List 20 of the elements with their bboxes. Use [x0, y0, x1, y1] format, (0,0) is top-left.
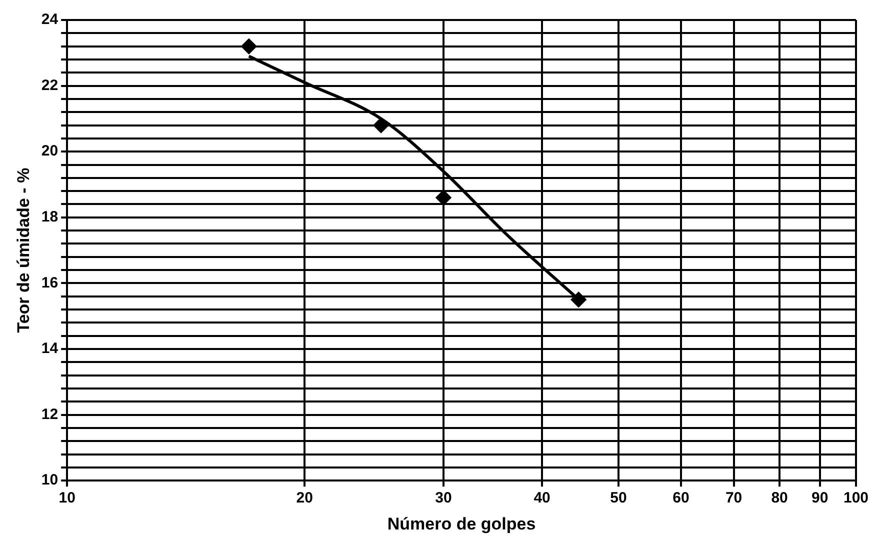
- x-tick-label: 10: [58, 490, 76, 507]
- x-tick-label: 80: [771, 490, 788, 507]
- x-tick-label: 100: [843, 490, 869, 507]
- x-axis-title: Número de golpes: [387, 514, 536, 534]
- x-tick-label: 50: [610, 490, 627, 507]
- y-tick-label: 18: [41, 208, 58, 226]
- x-tick-label: 90: [812, 490, 828, 507]
- y-tick-label: 16: [41, 274, 58, 292]
- y-tick-label: 10: [41, 472, 58, 489]
- y-tick-label: 24: [41, 11, 59, 28]
- y-tick-label: 22: [41, 76, 58, 94]
- x-tick-label: 70: [725, 490, 742, 507]
- x-tick-label: 30: [435, 490, 452, 507]
- y-tick-label: 14: [41, 340, 59, 358]
- x-tick-label: 60: [672, 490, 690, 507]
- x-tick-label: 20: [296, 490, 313, 507]
- y-tick-label: 12: [41, 406, 58, 423]
- x-tick-label: 40: [534, 490, 550, 507]
- y-tick-label: 20: [41, 142, 58, 160]
- y-axis-title: Teor de úmidade - %: [14, 168, 33, 333]
